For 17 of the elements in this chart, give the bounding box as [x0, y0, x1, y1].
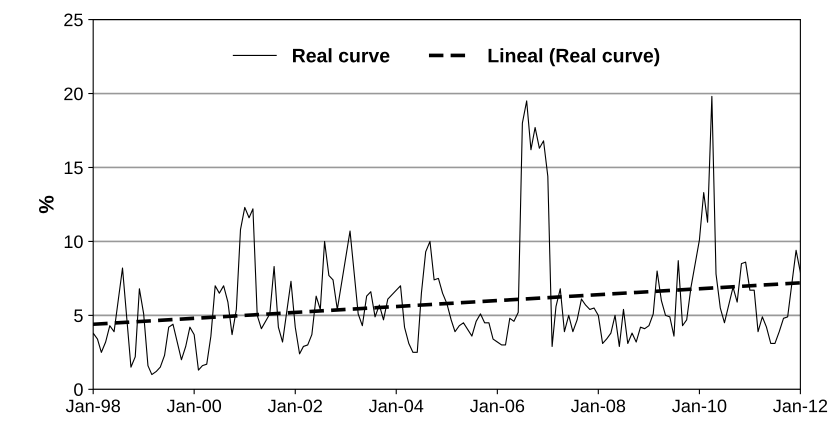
- x-tick-label: Jan-00: [166, 400, 222, 412]
- x-tick-label: Jan-12: [773, 400, 828, 412]
- x-tick-label: Jan-02: [268, 400, 322, 412]
- x-tick-label: Jan-06: [470, 400, 524, 412]
- x-tick-label: Jan-08: [570, 400, 626, 412]
- x-tick-label: Jan-98: [66, 400, 120, 412]
- y-tick-label: 10: [64, 235, 83, 248]
- x-tick-label: Jan-10: [672, 400, 726, 412]
- y-tick-label: 0: [74, 383, 83, 396]
- y-tick-label: 20: [64, 87, 83, 100]
- legend-label: Real curve: [293, 48, 390, 62]
- y-tick-label: 15: [64, 162, 83, 174]
- x-tick-label: Jan-04: [368, 400, 424, 412]
- y-tick-label: 5: [74, 309, 83, 322]
- y-axis-title: %: [39, 196, 54, 214]
- legend-label: Lineal (Real curve): [488, 48, 660, 66]
- y-tick-label: 25: [64, 14, 83, 26]
